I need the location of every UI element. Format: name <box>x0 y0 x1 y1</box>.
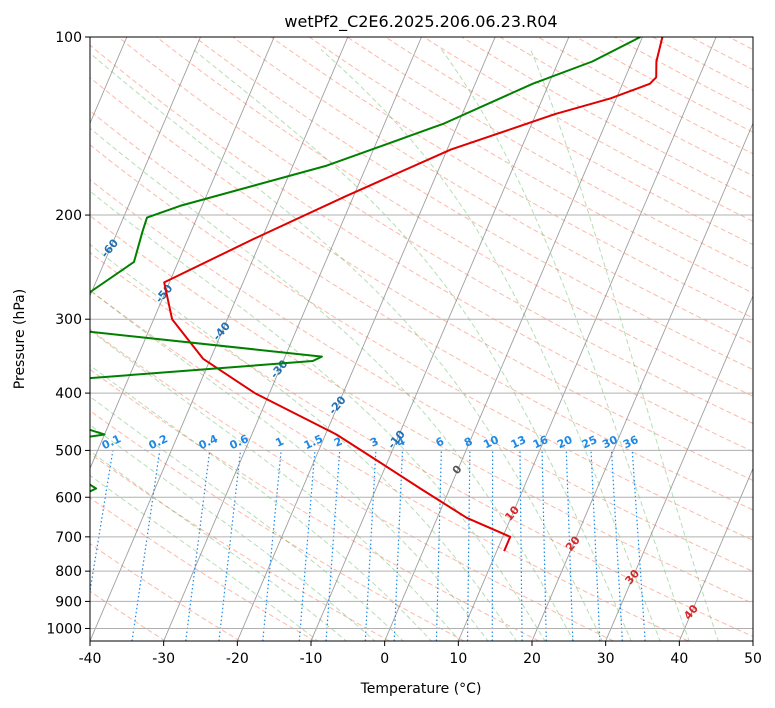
y-tick-label: 900 <box>55 594 82 610</box>
dry-adiabat <box>347 37 753 270</box>
mixing-ratio-line <box>131 450 161 641</box>
background-lines <box>90 37 753 641</box>
mixing-ratio-label: 25 <box>580 433 599 451</box>
mixing-ratio-label: 10 <box>481 433 501 451</box>
isotherm <box>531 122 753 641</box>
x-tick-label: -30 <box>152 651 175 667</box>
y-tick-label: 200 <box>55 208 82 224</box>
moist-adiabat <box>441 49 690 641</box>
isotherm <box>310 37 570 641</box>
dry-adiabat <box>90 251 753 638</box>
profile-lines <box>90 37 664 552</box>
x-tick-label: 20 <box>523 651 541 667</box>
isotherm <box>605 294 753 641</box>
isotherm <box>90 37 275 470</box>
x-tick-label: -40 <box>79 651 102 667</box>
isotherm <box>163 37 422 641</box>
y-axis-label: Pressure (hPa) <box>12 289 28 389</box>
dry-adiabat <box>423 37 753 222</box>
isotherm <box>678 467 753 641</box>
x-tick-label: 10 <box>449 651 467 667</box>
x-tick-label: 50 <box>744 651 762 667</box>
moist-adiabat <box>192 49 632 641</box>
moist-adiabat <box>90 127 575 641</box>
dry-adiabat <box>90 76 753 482</box>
mixing-ratio-label: 16 <box>531 433 551 451</box>
dry-adiabat <box>90 179 753 573</box>
y-tick-label: 400 <box>55 386 82 402</box>
moist-adiabat <box>90 329 461 641</box>
temperature-profile <box>163 37 664 552</box>
isotherm <box>457 37 717 641</box>
dry-adiabat <box>90 110 753 511</box>
mixing-ratio-label: 30 <box>600 433 620 451</box>
isotherm <box>384 37 643 641</box>
dry-adiabat <box>90 214 753 605</box>
moist-adiabat <box>90 474 319 641</box>
moist-adiabat <box>90 395 404 641</box>
dry-adiabat <box>461 37 753 199</box>
x-tick-label: 0 <box>380 651 389 667</box>
x-tick-label: -10 <box>300 651 323 667</box>
moist-adiabat <box>320 49 661 641</box>
mixing-ratio-label: 36 <box>621 433 641 451</box>
dry-adiabat <box>90 368 540 641</box>
moist-adiabat <box>90 450 348 641</box>
moist-adiabat <box>90 289 489 641</box>
x-tick-label: 40 <box>670 651 688 667</box>
dry-adiabat <box>90 328 614 641</box>
isotherm <box>236 37 496 641</box>
y-tick-label: 600 <box>55 490 82 506</box>
plot-frame <box>89 36 754 642</box>
dry-adiabat <box>194 37 753 371</box>
y-tick-label: 300 <box>55 312 82 328</box>
y-tick-label: 100 <box>55 30 82 46</box>
isotherm <box>90 37 201 298</box>
mixing-ratio-label: 20 <box>555 433 575 451</box>
dry-adiabat <box>308 37 753 294</box>
dry-adiabat <box>232 37 753 345</box>
moist-adiabat <box>90 424 376 641</box>
y-tick-label: 500 <box>55 443 82 459</box>
mixing-ratio-line <box>185 450 211 641</box>
dry-adiabat <box>156 37 753 397</box>
dewpoint-profile <box>90 37 641 493</box>
chart-title: wetPf2_C2E6.2025.206.06.23.R04 <box>284 12 557 32</box>
x-axis-label: Temperature (°C) <box>360 681 482 697</box>
dry-adiabat <box>118 37 753 425</box>
x-tick-label: 30 <box>597 651 615 667</box>
y-tick-label: 800 <box>55 564 82 580</box>
mixing-ratio-label: 13 <box>509 433 528 451</box>
y-tick-label: 1000 <box>46 621 82 637</box>
x-tick-label: -20 <box>226 651 249 667</box>
mixing-ratio-line <box>90 450 114 595</box>
dry-adiabat <box>90 44 753 453</box>
y-tick-label: 700 <box>55 530 82 546</box>
isotherm <box>90 37 349 641</box>
